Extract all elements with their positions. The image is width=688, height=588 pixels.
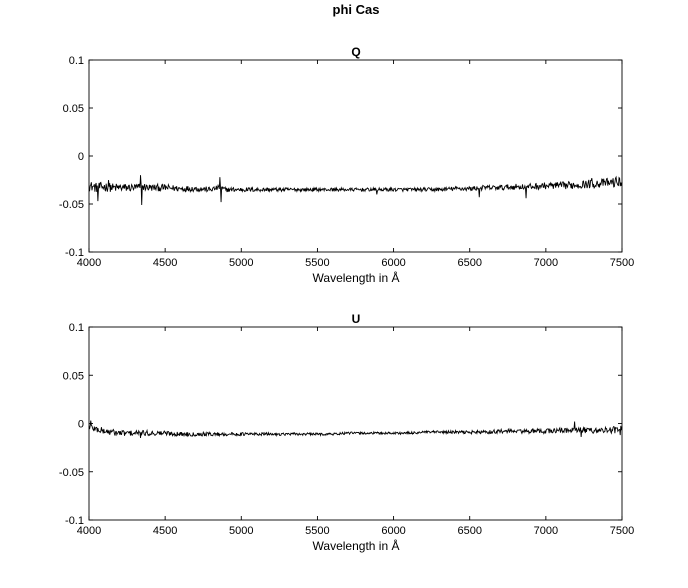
panel-q-xlabel: Wavelength in Å (313, 270, 400, 285)
panel-q-xtick-label: 7500 (610, 257, 634, 269)
panel-u-ytick-label: 0 (78, 419, 84, 431)
panel-u-xtick-label: 5500 (305, 525, 329, 537)
panel-u-xtick-label: 7500 (610, 525, 634, 537)
panel-u-xtick-label: 4500 (153, 525, 177, 537)
panel-q: Q 4000 4500 5000 5500 6000 6500 7000 7500 -0.1 -0… (59, 45, 634, 285)
panel-q-xtick-label: 5000 (229, 257, 253, 269)
panel-q-ytick-label: -0.1 (65, 247, 84, 259)
panel-u-title: U (352, 312, 361, 326)
panel-u-xtick-label: 5000 (229, 525, 253, 537)
panel-q-axes-box (88, 59, 623, 253)
panel-u-xtick-label: 6500 (457, 525, 481, 537)
panel-q-xtick-label: 6500 (457, 257, 481, 269)
panel-u-axes-box (88, 326, 623, 521)
panel-q-xtick-label: 6000 (381, 257, 405, 269)
panel-u-ytick-label: 0.1 (69, 322, 84, 334)
panel-q-ytick-label: 0.05 (63, 103, 84, 115)
panel-q-ticks: 4000 4500 5000 5500 6000 6500 7000 7500 -0.1 -0.0… (59, 55, 634, 269)
panel-u-series-line (88, 420, 623, 439)
panel-u-xlabel: Wavelength in Å (313, 538, 400, 553)
panel-u: U 4000 4500 5000 5500 6000 6500 7000 7500 -0.1 -0… (59, 312, 634, 553)
panel-q-ytick-label: 0 (78, 151, 84, 163)
panel-q-ytick-label: -0.05 (59, 199, 84, 211)
panel-u-ticks: 4000 4500 5000 5500 6000 6500 7000 7500 -0.1 -0.0… (59, 322, 634, 537)
panel-u-xtick-label: 7000 (534, 525, 558, 537)
panel-u-xtick-label: 6000 (381, 525, 405, 537)
panel-q-xtick-label: 4000 (77, 257, 101, 269)
panel-u-ytick-label: 0.05 (63, 370, 84, 382)
panel-u-ytick-label: -0.1 (65, 515, 84, 527)
panel-u-ytick-label: -0.05 (59, 467, 84, 479)
panel-q-xtick-label: 4500 (153, 257, 177, 269)
panel-q-xtick-label: 7000 (534, 257, 558, 269)
panel-q-ytick-label: 0.1 (69, 55, 84, 67)
panel-q-series-line (88, 175, 623, 205)
panel-q-title: Q (351, 45, 360, 59)
figure-title: phi Cas (333, 2, 380, 17)
panel-q-xtick-label: 5500 (305, 257, 329, 269)
panel-u-xtick-label: 4000 (77, 525, 101, 537)
